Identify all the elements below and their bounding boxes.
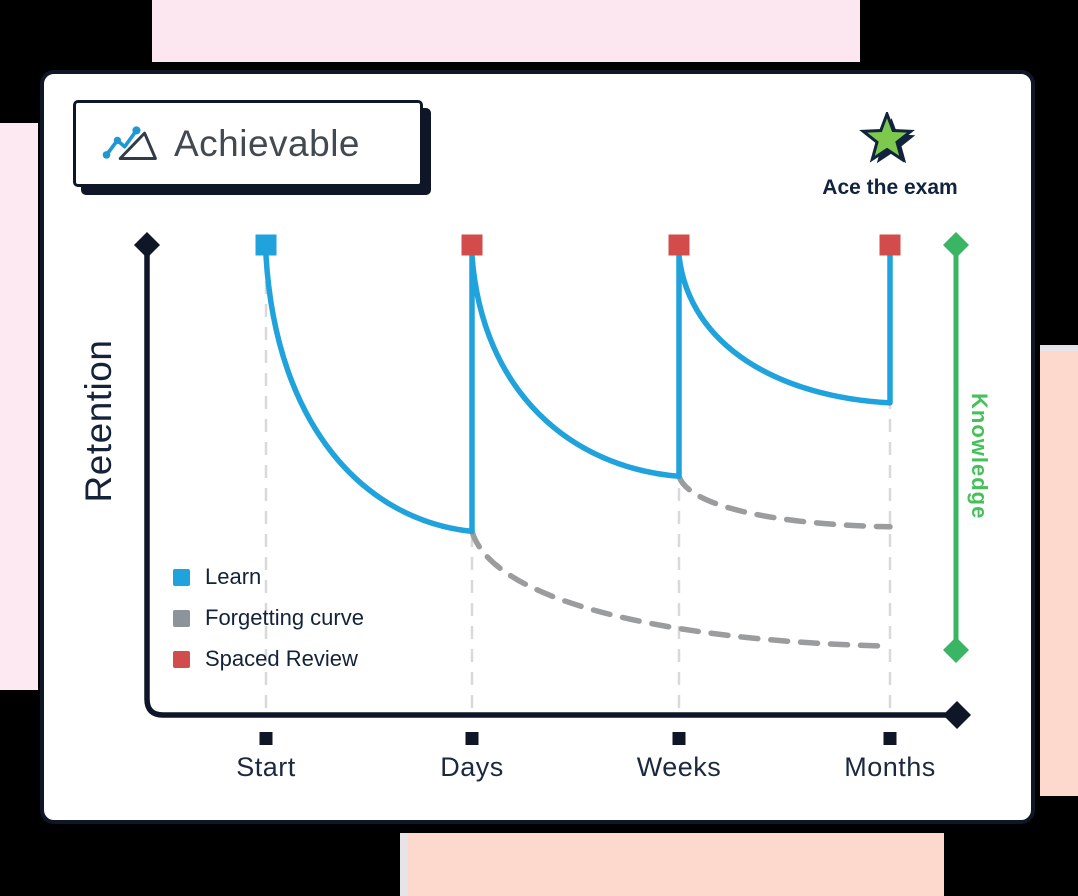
legend-item: Learn (173, 563, 364, 591)
tagline-text: Ace the exam (822, 176, 958, 199)
legend-swatch (173, 609, 190, 627)
chart-legend: Learn Forgetting curve Spaced Review (173, 563, 364, 673)
legend-swatch (173, 568, 190, 586)
right-axis-label: Knowledge (967, 393, 992, 520)
x-axis-label-start: Start (236, 752, 296, 782)
star-icon (859, 112, 916, 164)
tagline: Ace the exam (800, 112, 980, 200)
legend-item: Forgetting curve (173, 604, 364, 632)
legend-label: Spaced Review (205, 646, 358, 671)
y-axis-label: Retention (78, 339, 119, 503)
bg-rect-peach-bottom (400, 833, 944, 896)
x-axis-label-weeks: Weeks (636, 752, 722, 782)
legend-swatch (173, 650, 190, 668)
x-axis-label-months: Months (844, 752, 936, 782)
legend-label: Forgetting curve (205, 605, 364, 630)
x-axis-label-days: Days (440, 752, 504, 782)
bg-rect-peach-right (1040, 345, 1078, 796)
legend-item: Spaced Review (173, 645, 364, 673)
legend-label: Learn (205, 564, 262, 589)
logo-text: Achievable (174, 122, 361, 164)
bg-rect-pink-top (152, 0, 860, 62)
logo-chart-icon (102, 125, 157, 160)
achievable-logo: Achievable (73, 100, 423, 187)
bg-rect-pink-left (0, 123, 38, 690)
